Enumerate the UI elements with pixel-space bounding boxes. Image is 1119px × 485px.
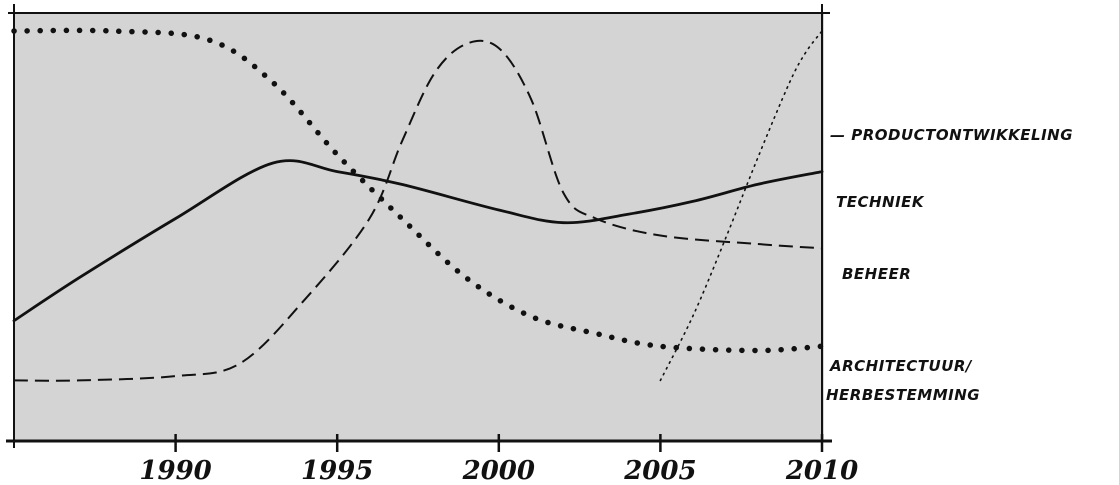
series-line-productontwikkeling — [659, 30, 823, 382]
x-tick-label: 2000 — [462, 456, 535, 485]
x-tick-label: 1995 — [301, 456, 373, 485]
x-tick-label: 2010 — [785, 456, 858, 485]
plot-background — [14, 14, 824, 440]
x-tick-label: 2005 — [623, 456, 696, 485]
series-label-herbestemming: HERBESTEMMING — [826, 386, 980, 404]
x-ticks — [174, 434, 824, 452]
series-lines — [11, 27, 825, 382]
series-line-beheer — [13, 39, 823, 382]
series-label-techniek: TECHNIEK — [836, 193, 925, 211]
series-label-productontwikkeling: — PRODUCTONTWIKKELING — [830, 126, 1073, 144]
series-line-techniek — [12, 159, 824, 323]
series-label-beheer: BEHEER — [842, 265, 911, 283]
x-tick-labels: 1990 1995 2000 2005 2010 — [139, 456, 858, 485]
x-tick-label: 1990 — [139, 456, 211, 485]
series-label-architectuur: ARCHITECTUUR/ — [829, 357, 973, 375]
